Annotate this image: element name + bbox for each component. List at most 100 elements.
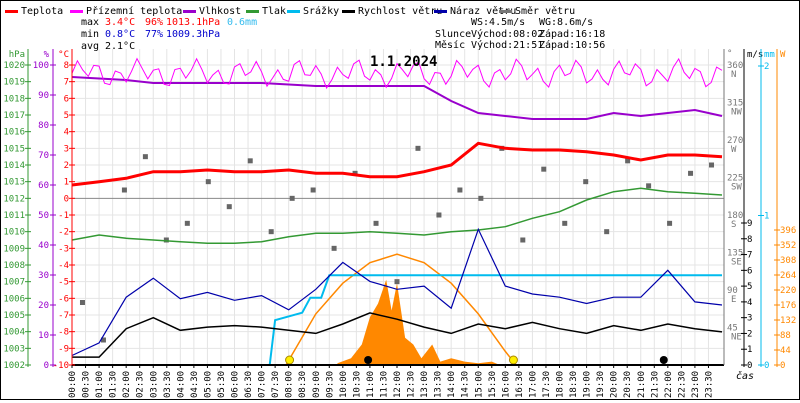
humidity-axis-tick-label: 30 (38, 271, 49, 281)
x-tick-label: 16:00 (501, 371, 511, 398)
hpa-axis-tick-label: 1017 (3, 111, 25, 121)
astro-info: WS:4.5m/s WG:8.6m/s Slunce Východ:08:02 … (435, 17, 605, 51)
hpa-axis-tick-label: 1014 (3, 161, 25, 171)
solar-axis-tick-label: 308 (780, 256, 796, 266)
legend-swatch (246, 10, 259, 13)
x-tick-label: 12:00 (393, 371, 403, 398)
humidity-axis-tick-label: 0 (44, 361, 49, 371)
direction-tick-dir: S (731, 220, 736, 230)
legend-label-2: Vlhkost (199, 6, 241, 17)
wind-speed-axis-tick-label: 2 (747, 329, 752, 339)
x-tick-label: 02:30 (136, 371, 146, 398)
stats-min-label: min (81, 29, 99, 40)
x-tick-label: 03:30 (163, 371, 173, 398)
temperature-axis-tick-label: 1 (64, 178, 69, 188)
wind-speed-axis-title: m/s (747, 50, 763, 60)
direction-tick-label: 45 (727, 324, 738, 334)
solar-axis-tick-label: 44 (780, 346, 791, 356)
x-tick-label: 00:30 (82, 371, 92, 398)
wind-speed-axis-tick-label: 8 (747, 235, 752, 245)
legend-label-6: Náraz větru (450, 5, 516, 17)
wind-direction-point (121, 187, 127, 193)
x-tick-label: 14:00 (447, 371, 457, 398)
temperature-axis-tick-label: 4 (64, 128, 69, 138)
wind-direction-point (100, 337, 106, 343)
direction-tick-label: 90 (727, 286, 738, 296)
moonset-marker (364, 356, 373, 364)
stats-block: max 3.4°C 96% 1013.1hPa 0.6mm min 0.8°C … (81, 17, 257, 52)
grid (71, 49, 724, 366)
sun-label: Slunce (435, 29, 471, 40)
solar-axis-tick-label: 220 (780, 286, 796, 296)
legend-label-1: Přízemní teplota (86, 5, 182, 17)
wind-direction-point (646, 183, 652, 189)
temperature-axis-tick-label: -5 (58, 278, 69, 288)
wind-direction-point (226, 204, 232, 210)
hpa-axis-tick-label: 1010 (3, 228, 25, 238)
plot-area (71, 57, 724, 366)
rain-axis-tick-label: 1 (764, 212, 769, 222)
solar-axis-tick-label: 176 (780, 301, 796, 311)
wind-direction-point (373, 220, 379, 226)
wind-direction-point (310, 187, 316, 193)
direction-tick-label: 135 (727, 249, 743, 259)
humidity-axis-tick-label: 90 (38, 91, 49, 101)
solar-axis-tick-label: 396 (780, 226, 796, 236)
stats-max-press: 1013.1hPa (166, 17, 220, 28)
direction-tick-dir: E (731, 295, 736, 305)
x-tick-label: 10:30 (352, 371, 362, 398)
x-tick-label: 08:30 (298, 371, 308, 398)
x-tick-label: 09:00 (312, 371, 322, 398)
sunrise-time: Východ:08:02 (471, 28, 543, 40)
solar-axis-title: W (780, 50, 786, 60)
x-tick-label: 01:30 (109, 371, 119, 398)
wind-speed-axis-tick-label: 3 (747, 314, 752, 324)
x-tick-label: 02:00 (122, 371, 132, 398)
x-tick-label: 17:30 (542, 371, 552, 398)
wind-direction-point (415, 145, 421, 151)
wind-direction-point (667, 220, 673, 226)
x-tick-label: 06:00 (231, 371, 241, 398)
wind-direction-point (142, 154, 148, 160)
humidity-axis-tick-label: 60 (38, 181, 49, 191)
x-tick-label: 13:30 (434, 371, 444, 398)
x-tick-label: 17:00 (528, 371, 538, 398)
temperature-axis-tick-label: -10 (53, 361, 69, 371)
x-tick-label: 16:30 (515, 371, 525, 398)
wind-direction-point (436, 212, 442, 218)
hpa-axis-tick-label: 1007 (3, 278, 25, 288)
wind-direction-point (247, 158, 253, 164)
hpa-axis-tick-label: 1003 (3, 344, 25, 354)
x-axis-label: čas (736, 370, 754, 382)
temperature-axis-tick-label: -3 (58, 244, 69, 254)
temperature-axis-tick-label: 3 (64, 144, 69, 154)
chart-title: 1.1.2024 (370, 54, 437, 70)
rain-axis-tick-label: 0 (764, 361, 769, 371)
temperature-axis-tick-label: 0 (64, 194, 69, 204)
x-tick-label: 18:30 (569, 371, 579, 398)
direction-tick-label: 180 (727, 211, 743, 221)
hpa-axis-tick-label: 1004 (3, 328, 25, 338)
rain-axis-title: mm (764, 50, 775, 60)
moon-label: Měsíc (435, 39, 465, 51)
hpa-axis-tick-label: 1012 (3, 194, 25, 204)
hpa-axis-tick-label: 1002 (3, 361, 25, 371)
stats-max-hum: 96% (145, 17, 163, 28)
x-tick-label: 23:00 (691, 371, 701, 398)
legend-swatch (499, 10, 512, 13)
x-tick-label: 19:30 (596, 371, 606, 398)
stats-avg-temp: 2.1°C (105, 41, 135, 52)
legend-swatch (287, 10, 300, 13)
humidity-axis-tick-label: 20 (38, 301, 49, 311)
temperature-axis-title: °C (58, 50, 69, 60)
stats-max-rain: 0.6mm (227, 17, 257, 28)
hpa-axis-title: hPa (9, 50, 25, 60)
sun-measured-area (337, 279, 500, 365)
legend-swatch (5, 10, 18, 13)
x-tick-label: 21:30 (650, 371, 660, 398)
hpa-axis-tick-label: 1013 (3, 178, 25, 188)
wind-direction-point (583, 179, 589, 185)
wind-speed-line (72, 312, 723, 358)
wind-speed-axis-tick-label: 6 (747, 266, 752, 276)
